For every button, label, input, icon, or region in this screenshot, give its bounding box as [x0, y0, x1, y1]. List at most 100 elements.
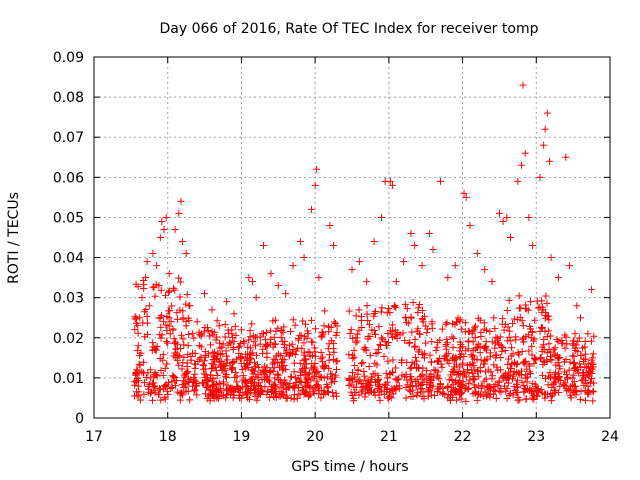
data-point — [449, 335, 457, 343]
data-point — [289, 262, 297, 270]
data-point — [182, 250, 190, 258]
data-point — [406, 364, 414, 372]
data-point — [168, 383, 176, 391]
data-point — [212, 336, 220, 344]
data-point — [132, 378, 140, 386]
data-point — [491, 344, 499, 352]
data-point — [285, 351, 293, 359]
data-point — [461, 385, 469, 393]
data-point — [165, 287, 173, 295]
data-point — [326, 221, 334, 229]
data-point — [294, 336, 302, 344]
data-point — [402, 370, 410, 378]
data-point — [359, 359, 367, 367]
data-point — [332, 320, 340, 328]
data-point — [505, 296, 513, 304]
data-point — [250, 358, 258, 366]
data-point — [451, 262, 459, 270]
data-point — [324, 388, 332, 396]
data-point — [268, 360, 276, 368]
data-point — [584, 382, 592, 390]
data-point — [550, 379, 558, 387]
data-point — [490, 314, 498, 322]
data-point — [422, 322, 430, 330]
data-point — [506, 372, 514, 380]
data-point — [581, 396, 589, 404]
data-point — [413, 391, 421, 399]
data-point — [307, 205, 315, 213]
data-point — [543, 358, 551, 366]
data-point — [348, 266, 356, 274]
data-point — [586, 378, 594, 386]
data-point — [514, 177, 522, 185]
data-point — [508, 360, 516, 368]
data-point — [490, 361, 498, 369]
data-point — [136, 396, 144, 404]
data-point — [541, 125, 549, 133]
data-point — [311, 359, 319, 367]
data-point — [358, 324, 366, 332]
data-point — [430, 366, 438, 374]
data-point — [394, 329, 402, 337]
data-point — [433, 385, 441, 393]
data-point — [366, 332, 374, 340]
data-point — [232, 331, 240, 339]
data-point — [458, 389, 466, 397]
data-point — [444, 391, 452, 399]
data-point — [303, 375, 311, 383]
data-point — [378, 334, 386, 342]
data-point — [282, 366, 290, 374]
data-point — [545, 316, 553, 324]
data-point — [524, 306, 532, 314]
data-point — [570, 371, 578, 379]
data-point — [503, 213, 511, 221]
data-point — [505, 333, 513, 341]
data-point — [428, 318, 436, 326]
data-point — [279, 366, 287, 374]
data-point — [189, 330, 197, 338]
data-point — [576, 396, 584, 404]
data-point — [433, 357, 441, 365]
data-point — [261, 383, 269, 391]
data-point — [561, 379, 569, 387]
data-point — [414, 363, 422, 371]
data-point — [533, 392, 541, 400]
data-point — [239, 337, 247, 345]
data-point — [239, 372, 247, 380]
data-point — [579, 344, 587, 352]
data-point — [416, 330, 424, 338]
data-point — [210, 328, 218, 336]
data-point — [177, 278, 185, 286]
data-point — [428, 358, 436, 366]
data-point — [540, 141, 548, 149]
data-point — [222, 394, 230, 402]
data-point — [252, 342, 260, 350]
data-point — [209, 374, 217, 382]
data-point — [568, 374, 576, 382]
data-point — [554, 337, 562, 345]
data-point — [259, 388, 267, 396]
data-point — [583, 364, 591, 372]
data-point — [229, 346, 237, 354]
data-point — [566, 358, 574, 366]
data-point — [280, 340, 288, 348]
data-point — [278, 326, 286, 334]
data-point — [158, 311, 166, 319]
data-point — [410, 343, 418, 351]
data-point — [432, 366, 440, 374]
data-point — [164, 339, 172, 347]
data-point — [543, 299, 551, 307]
data-point — [531, 316, 539, 324]
data-point — [191, 376, 199, 384]
data-point — [271, 390, 279, 398]
data-point — [268, 388, 276, 396]
data-point — [377, 308, 385, 316]
data-point — [376, 341, 384, 349]
data-point — [468, 366, 476, 374]
data-point — [221, 333, 229, 341]
data-point — [263, 390, 271, 398]
data-point — [332, 371, 340, 379]
data-point — [158, 217, 166, 225]
data-point — [303, 334, 311, 342]
data-point — [436, 177, 444, 185]
